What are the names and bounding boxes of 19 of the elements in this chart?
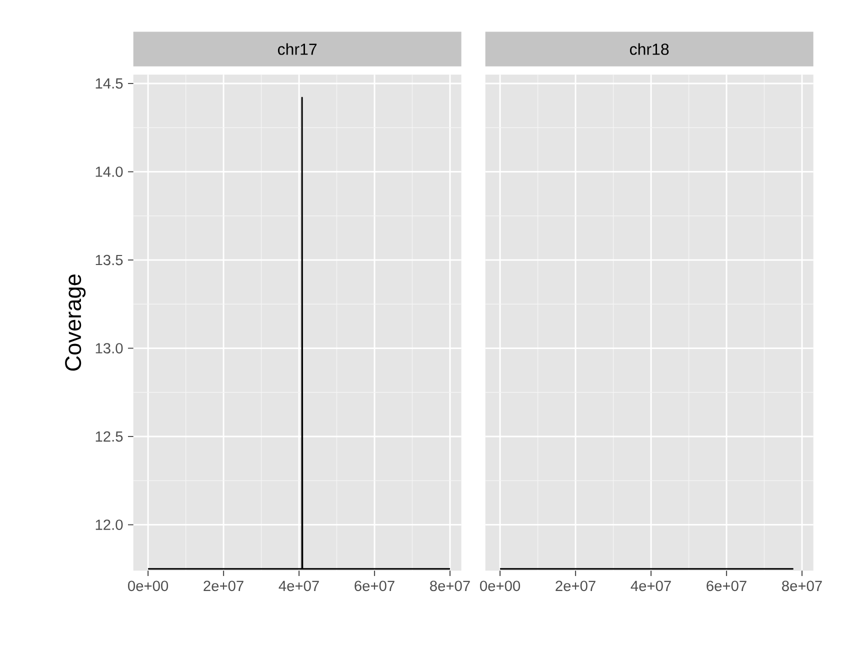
y-tick-label: 14.5	[96, 78, 123, 89]
y-tick-label: 13.5	[96, 254, 123, 266]
chart-title: chr17	[278, 43, 317, 55]
y-tick-label: 12.0	[96, 520, 123, 530]
x-tick-label: 8e+07	[430, 580, 470, 592]
x-tick-label: 4e+07	[278, 580, 319, 592]
y-tick-label: 14.0	[96, 166, 123, 177]
x-tick-label: 0e+00	[128, 580, 168, 592]
x-tick-label: 6e+07	[706, 580, 746, 592]
y-axis-title: Coverage	[65, 274, 86, 371]
x-tick-label: 4e+07	[630, 580, 671, 592]
x-tick-label: 0e+00	[480, 580, 520, 592]
x-tick-label: 8e+07	[782, 580, 822, 592]
x-tick-label: 2e+07	[556, 580, 596, 592]
y-tick-label: 13.0	[96, 343, 123, 354]
chart-title: chr18	[630, 43, 669, 55]
x-tick-label: 2e+07	[204, 580, 244, 592]
y-tick-label: 12.5	[96, 431, 123, 442]
x-tick-label: 6e+07	[354, 580, 394, 592]
